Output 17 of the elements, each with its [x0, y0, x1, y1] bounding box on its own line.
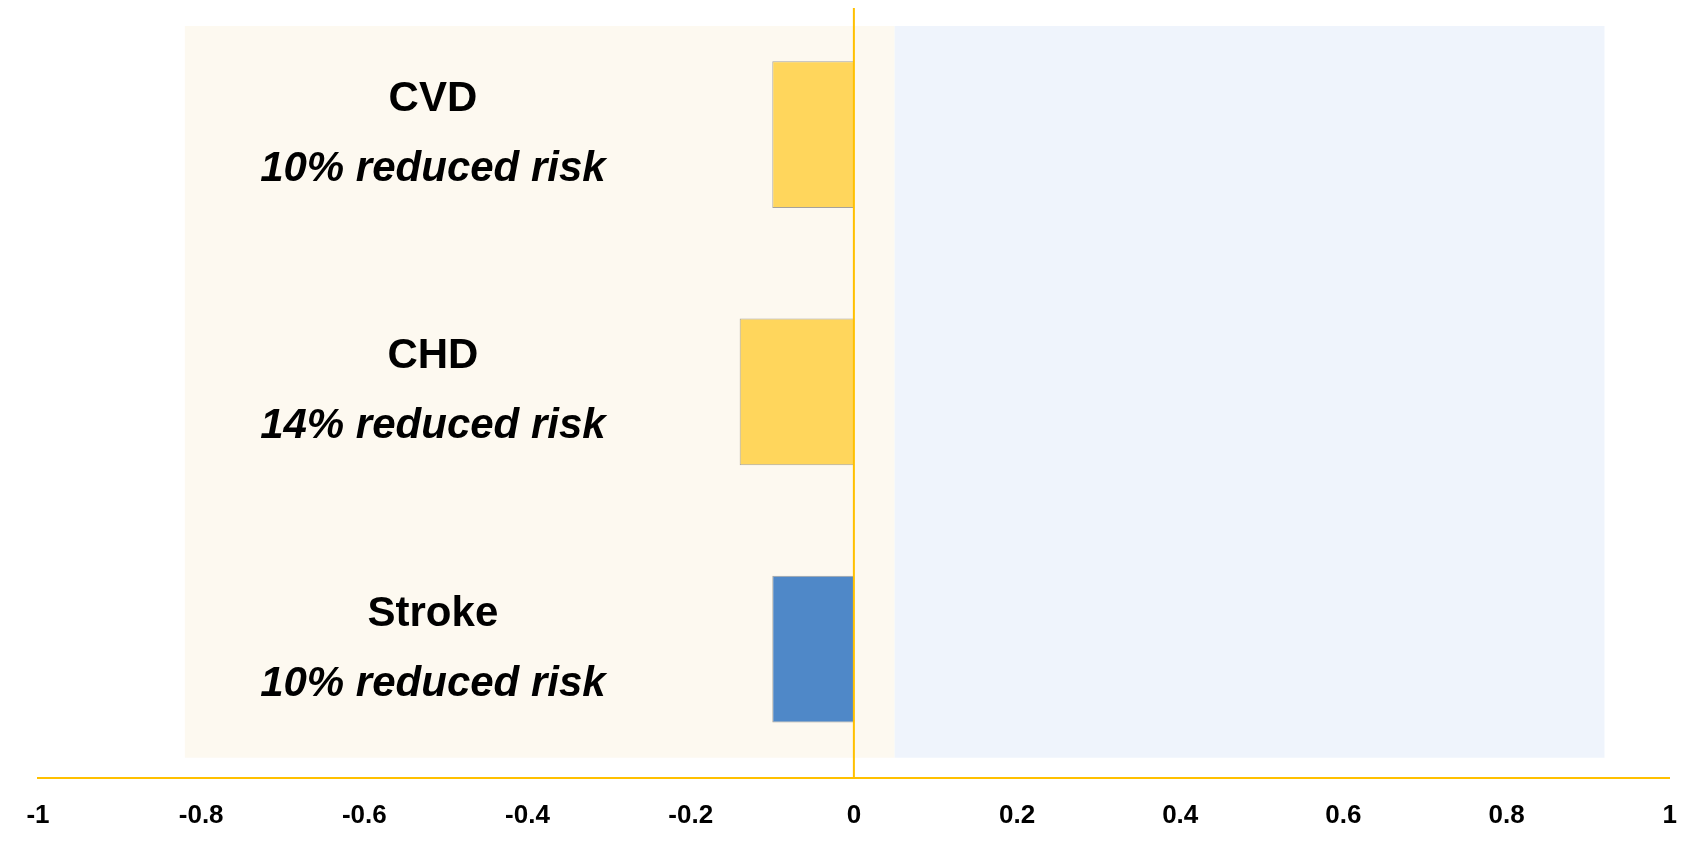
y-tick-label: Stroke [367, 587, 499, 635]
annotation: 10% reduced risk [260, 143, 609, 191]
y-tick-label: CHD [387, 330, 479, 378]
x-tick-label: -0.8 [178, 798, 224, 829]
x-tick-label: 0.4 [1162, 798, 1199, 829]
x-tick-label: -0.4 [505, 798, 551, 829]
x-tick-label: -0.2 [668, 798, 714, 829]
annotation: 10% reduced risk [260, 657, 609, 705]
x-tick-label: 0.8 [1488, 798, 1525, 829]
x-tick-label: 1 [1662, 798, 1677, 829]
x-tick-label: 0.6 [1325, 798, 1362, 829]
x-tick-label: -1 [26, 798, 50, 829]
y-tick-label: CVD [388, 73, 478, 121]
x-tick-label: 0.2 [998, 798, 1036, 829]
x-tick-label: 0 [846, 798, 862, 829]
annotation: 14% reduced risk [260, 400, 609, 448]
x-tick-label: -0.6 [341, 798, 387, 829]
